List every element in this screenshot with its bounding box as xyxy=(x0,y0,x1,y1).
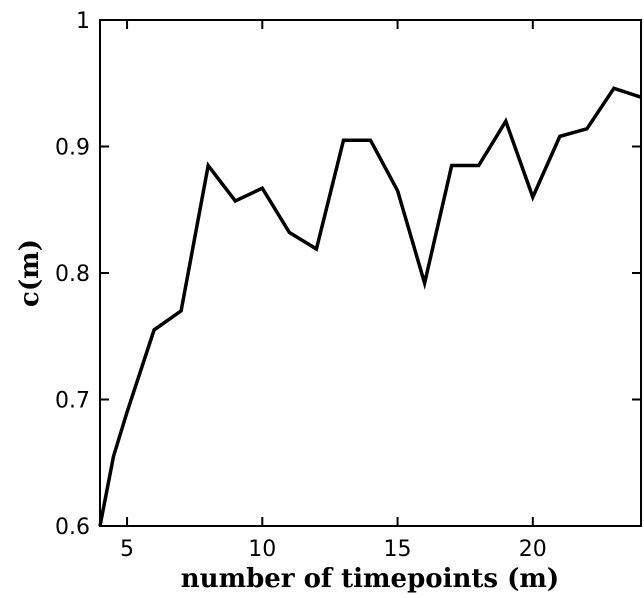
x-tick-label: 10 xyxy=(248,537,276,562)
x-tick-label: 15 xyxy=(384,537,412,562)
y-axis-title: c(m) xyxy=(15,239,45,307)
x-tick-label: 20 xyxy=(519,537,547,562)
x-tick-labels: 5 10 15 20 xyxy=(120,537,547,562)
y-tick-labels: 0.6 0.7 0.8 0.9 1 xyxy=(55,9,90,540)
x-tick-label: 5 xyxy=(120,537,134,562)
y-tick-label: 0.9 xyxy=(55,136,90,161)
series-line xyxy=(98,86,642,527)
plot-area xyxy=(99,19,642,527)
y-tick-label: 0.7 xyxy=(55,389,90,414)
y-tick-label: 0.8 xyxy=(55,262,90,287)
y-tick-label: 0.6 xyxy=(55,515,90,540)
axis-ticks xyxy=(100,19,641,527)
y-tick-label: 1 xyxy=(76,9,90,34)
x-axis-title: number of timepoints (m) xyxy=(181,564,559,594)
